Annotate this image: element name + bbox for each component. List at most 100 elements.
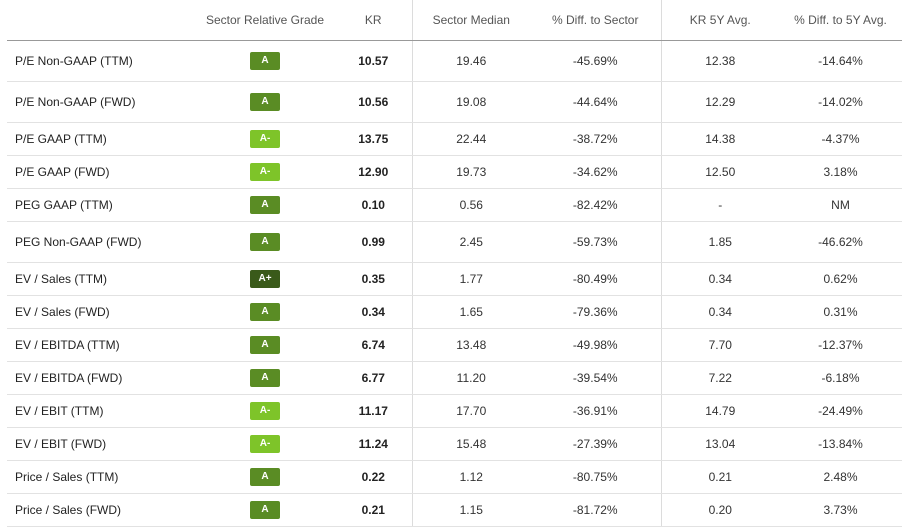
grade-badge: A- [250,401,280,420]
diff-5y-column-header: % Diff. to 5Y Avg. [779,0,902,41]
metric-cell: EV / EBITDA (TTM) [7,328,195,362]
grade-badge: A [250,467,280,486]
sector-median-cell: 0.56 [411,188,530,222]
kr-value-cell: 13.75 [335,122,412,156]
table-row: P/E GAAP (TTM) A- 13.75 22.44 -38.72% 14.38 -4… [7,122,902,156]
kr-value-cell: 0.99 [335,221,412,263]
metric-cell: PEG GAAP (TTM) [7,188,195,222]
grade-cell: A- [195,394,335,428]
table-row: Price / Sales (TTM) A 0.22 1.12 -80.75% 0.21 2… [7,460,902,494]
diff-5y-cell: 0.62% [779,262,902,296]
ticker-column-header: KR [335,0,412,41]
avg5y-cell: - [660,188,779,222]
avg5y-cell: 0.34 [660,295,779,329]
sector-median-cell: 1.12 [411,460,530,494]
table-row: EV / EBIT (TTM) A- 11.17 17.70 -36.91% 14.79-… [7,394,902,428]
table-row: EV / Sales (FWD) A 0.34 1.65 -79.36% 0.34 0.31… [7,295,902,329]
diff-5y-cell: -14.64% [779,40,902,82]
avg5y-cell: 0.21 [660,460,779,494]
metric-cell: EV / Sales (TTM) [7,262,195,296]
sector-median-column-header: Sector Median [411,0,530,41]
grade-cell: A [195,81,335,123]
table-row: P/E GAAP (FWD) A- 12.90 19.73 -34.62% 12.50 3.… [7,155,902,189]
metric-cell: EV / Sales (FWD) [7,295,195,329]
sector-median-cell: 13.48 [411,328,530,362]
avg5y-cell: 13.04 [660,427,779,461]
avg5y-cell: 12.38 [660,40,779,82]
diff-sector-cell: -59.73% [530,221,661,263]
kr-value-cell: 12.90 [335,155,412,189]
diff-5y-cell: 0.31% [779,295,902,329]
sector-median-cell: 11.20 [411,361,530,395]
diff-sector-cell: -34.62% [530,155,661,189]
diff-sector-cell: -80.49% [530,262,661,296]
metric-cell: EV / EBITDA (FWD) [7,361,195,395]
kr-value-cell: 11.24 [335,427,412,461]
diff-sector-cell: -80.75% [530,460,661,494]
sector-median-cell: 19.46 [411,40,530,82]
sector-median-cell: 1.65 [411,295,530,329]
metric-cell: EV / EBIT (FWD) [7,427,195,461]
metric-cell: P/E Non-GAAP (FWD) [7,81,195,123]
table-row: PEG GAAP (TTM) A 0.10 0.56 -82.42% - NM [7,188,902,222]
sector-median-cell: 1.15 [411,493,530,527]
diff-5y-cell: 2.48% [779,460,902,494]
grade-badge: A [250,335,280,354]
diff-sector-cell: -44.64% [530,81,661,123]
sector-median-cell: 17.70 [411,394,530,428]
diff-5y-cell: -6.18% [779,361,902,395]
sector-median-cell: 22.44 [411,122,530,156]
avg5y-cell: 14.79 [660,394,779,428]
diff-5y-cell: -12.37% [779,328,902,362]
diff-5y-cell: 3.18% [779,155,902,189]
grade-cell: A [195,221,335,263]
table-row: EV / EBITDA (TTM) A 6.74 13.48 -49.98% 7.70 -1… [7,328,902,362]
diff-5y-cell: 3.73% [779,493,902,527]
diff-sector-cell: -45.69% [530,40,661,82]
diff-sector-cell: -38.72% [530,122,661,156]
diff-5y-cell: -4.37% [779,122,902,156]
grade-cell: A- [195,427,335,461]
grade-badge: A- [250,434,280,453]
kr-value-cell: 0.34 [335,295,412,329]
grade-badge: A- [250,162,280,181]
grade-cell: A- [195,155,335,189]
grade-cell: A [195,361,335,395]
avg5y-cell: 1.85 [660,221,779,263]
grade-cell: A [195,295,335,329]
grade-badge: A [250,302,280,321]
kr-value-cell: 6.74 [335,328,412,362]
avg5y-cell: 12.29 [660,81,779,123]
grade-cell: A- [195,122,335,156]
grade-badge: A [250,92,280,111]
kr-value-cell: 10.57 [335,40,412,82]
metric-cell: Price / Sales (TTM) [7,460,195,494]
grade-cell: A [195,40,335,82]
grade-column-header: Sector Relative Grade [195,0,335,41]
table-row: P/E Non-GAAP (FWD) A 10.56 19.08 -44.64% 12.2… [7,81,902,123]
grade-badge: A+ [250,269,280,288]
avg5y-cell: 7.70 [660,328,779,362]
diff-sector-cell: -27.39% [530,427,661,461]
diff-sector-cell: -79.36% [530,295,661,329]
grade-cell: A [195,493,335,527]
metric-cell: EV / EBIT (TTM) [7,394,195,428]
diff-5y-cell: -46.62% [779,221,902,263]
header-row: Sector Relative Grade KR Sector Median %… [7,0,902,41]
grade-badge: A [250,500,280,519]
diff-sector-cell: -81.72% [530,493,661,527]
diff-sector-cell: -39.54% [530,361,661,395]
metric-column-header [7,0,195,41]
avg5y-cell: 12.50 [660,155,779,189]
sector-median-cell: 2.45 [411,221,530,263]
kr-value-cell: 6.77 [335,361,412,395]
diff-sector-cell: -82.42% [530,188,661,222]
grade-cell: A [195,188,335,222]
metric-cell: P/E Non-GAAP (TTM) [7,40,195,82]
table-row: Price / Sales (FWD) A 0.21 1.15 -81.72% 0.20 3… [7,493,902,527]
grade-cell: A [195,460,335,494]
kr-value-cell: 0.35 [335,262,412,296]
table-row: EV / Sales (TTM) A+ 0.35 1.77 -80.49% 0.34 0.6… [7,262,902,296]
sector-median-cell: 19.08 [411,81,530,123]
table-row: P/E Non-GAAP (TTM) A 10.57 19.46 -45.69% 12.3… [7,40,902,82]
